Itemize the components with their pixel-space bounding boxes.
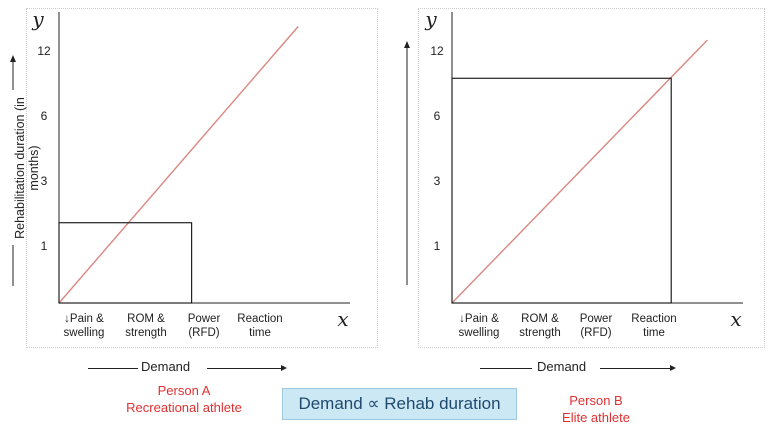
x-axis-letter: x — [730, 307, 741, 331]
formula-box: Demand ∝ Rehab duration — [282, 388, 517, 420]
trend-line — [451, 39, 708, 304]
y-tick-label: 6 — [434, 109, 441, 123]
demand-line-left-b — [480, 368, 532, 369]
y-tick-label: 3 — [41, 174, 48, 188]
x-category-label: ↓Pain & swelling — [459, 313, 500, 339]
y-tick-label: 1 — [434, 239, 441, 253]
x-category-label: Power (RFD) — [188, 313, 221, 339]
x-category-label: Power (RFD) — [580, 313, 613, 339]
y-tick-label: 6 — [41, 109, 48, 123]
panel-a-frame — [26, 8, 378, 348]
demand-label-b: Demand — [537, 359, 587, 374]
demand-arrow-icon-a — [281, 365, 287, 371]
x-category-label: ↓Pain & swelling — [64, 313, 105, 339]
person-a-label: Person A Recreational athlete — [104, 382, 264, 416]
person-a-name: Person A — [157, 383, 211, 398]
y-axis-letter: y — [424, 7, 437, 31]
y-tick-label: 3 — [434, 174, 441, 188]
person-a-type: Recreational athlete — [126, 400, 242, 415]
y-arrow-up-icon-b — [404, 41, 410, 48]
x-category-label: ROM & strength — [125, 313, 167, 339]
trend-line — [58, 26, 299, 304]
demand-box — [58, 222, 193, 304]
y-tick-label: 12 — [37, 44, 51, 58]
x-category-label: Reaction time — [237, 313, 282, 339]
demand-arrow-icon-b — [670, 365, 676, 371]
demand-label-a: Demand — [141, 359, 191, 374]
x-category-label: Reaction time — [631, 313, 676, 339]
x-category-label: ROM & strength — [519, 313, 561, 339]
y-axis-letter: y — [31, 7, 44, 31]
y-arrow-up-icon-a — [10, 55, 16, 62]
demand-line-left-a — [88, 368, 138, 369]
panel-b-frame — [418, 8, 765, 348]
person-b-type: Elite athlete — [562, 410, 630, 425]
x-axis-letter: x — [337, 307, 348, 331]
demand-box — [451, 77, 672, 304]
demand-line-right-b — [600, 368, 670, 369]
demand-line-right-a — [207, 368, 281, 369]
person-b-name: Person B — [569, 393, 623, 408]
person-b-label: Person B Elite athlete — [536, 392, 656, 426]
y-tick-label: 12 — [430, 44, 444, 58]
y-tick-label: 1 — [41, 239, 48, 253]
y-axis-title: Rehabilitation duration (in months) — [13, 97, 41, 239]
